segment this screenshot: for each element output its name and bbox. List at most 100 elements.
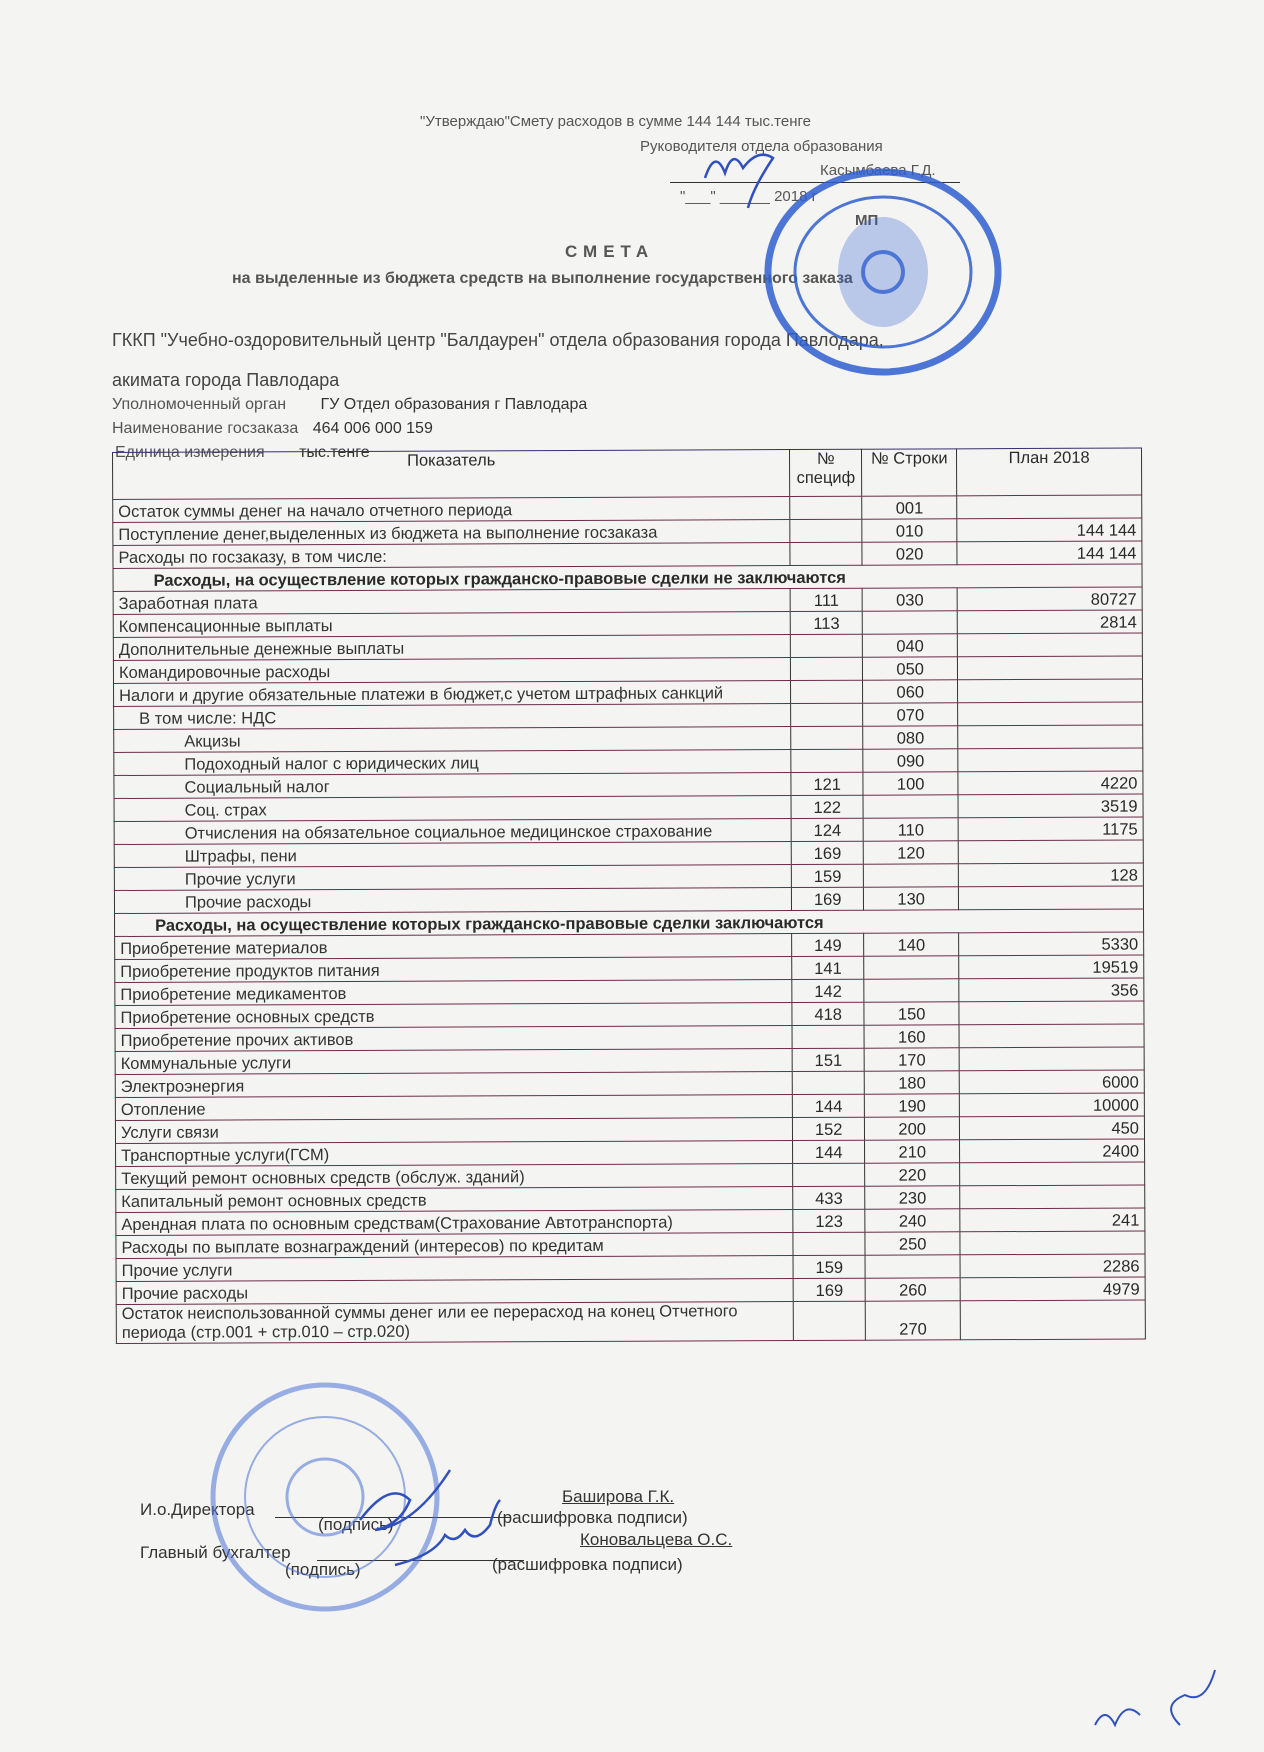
row-label: Заработная плата [113,588,791,615]
row-label: Прочие услуги [114,864,792,891]
row-spec: 151 [792,1048,865,1072]
row-plan: 2286 [960,1254,1146,1278]
row-number: 040 [862,633,958,658]
row-label: Отчисления на обязательное социальное ме… [114,818,792,845]
row-spec: 152 [792,1117,865,1141]
accountant-signature [394,1499,501,1567]
row-spec [790,726,864,750]
row-number [863,863,959,888]
row-plan: 128 [958,863,1144,887]
row-number: 210 [864,1139,960,1164]
row-plan [959,1024,1145,1048]
organization-line-1: ГККП "Учебно-оздоровительный центр "Балд… [112,330,884,350]
row-plan [956,495,1142,519]
row-plan: 356 [958,978,1144,1002]
row-label: Коммунальные услуги [115,1048,793,1075]
budget-table: Показатель № специф № Строки План 2018 О… [112,448,1146,1344]
row-spec [790,542,863,566]
row-spec [790,519,863,543]
accountant-decode-caption: (расшифровка подписи) [492,1555,683,1574]
row-plan: 4220 [958,771,1144,795]
row-plan [957,679,1143,703]
row-number: 230 [864,1185,960,1210]
director-name: Баширова Г.К. [562,1487,675,1506]
row-spec [792,1163,865,1187]
row-spec [789,496,863,520]
unit-value: тыс.тенге [299,444,370,461]
row-spec: 144 [792,1094,865,1118]
row-plan [957,725,1143,749]
header-spec: № специф [789,449,862,497]
row-spec: 159 [791,864,864,888]
row-label: Соц. страх [114,795,792,822]
row-spec: 169 [791,887,864,911]
row-number: 030 [862,587,958,612]
row-plan: 2400 [959,1139,1145,1163]
row-label: Остаток неиспользованной суммы денег или… [116,1301,794,1344]
table-row: Остаток неиспользованной суммы денег или… [116,1299,1146,1344]
row-label: Электроэнергия [115,1071,793,1098]
row-number: 120 [863,840,959,865]
row-spec [793,1232,866,1256]
row-number: 250 [865,1231,961,1256]
row-label: Расходы по выплате вознаграждений (интер… [115,1232,794,1259]
authority-value: ГУ Отдел образования г Павлодара [320,396,588,413]
row-label: Компенсационные выплаты [113,611,791,638]
row-number: 100 [863,771,959,796]
unit-row: Единица измерения тыс.тенге [115,444,370,462]
row-number: 190 [864,1093,960,1118]
row-plan [959,1047,1145,1071]
row-number: 160 [864,1024,960,1049]
row-number: 240 [865,1208,961,1233]
approval-signature-line [670,182,960,183]
authority-label: Уполномоченный орган [112,396,287,413]
row-spec [790,680,863,704]
row-plan [959,1162,1145,1186]
row-plan: 10000 [959,1093,1145,1117]
row-label: Командировочные расходы [113,657,791,684]
approval-date: "___" ______ 2018 г [680,188,818,205]
row-label: Приобретение основных средств [114,1002,793,1029]
row-label: В том числе: НДС [113,703,791,730]
row-label: Прочие расходы [116,1278,794,1305]
row-number: 260 [865,1277,961,1302]
row-label: Услуги связи [115,1117,793,1144]
page-subtitle: на выделенные из бюджета средств на выпо… [232,270,853,287]
row-number: 090 [863,748,959,773]
row-plan [958,886,1144,910]
row-number: 150 [864,1001,960,1026]
row-number [865,1254,961,1279]
unit-label: Единица измерения [115,444,265,461]
row-plan [960,1299,1146,1340]
row-label: Подоходный налог с юридических лиц [113,749,792,776]
row-number: 220 [864,1162,960,1187]
row-number: 200 [864,1116,960,1141]
row-plan [960,1231,1146,1255]
row-label: Текущий ремонт основных средств (обслуж.… [115,1163,793,1190]
order-value: 464 006 000 159 [312,420,433,437]
row-number: 060 [862,679,958,704]
row-spec: 113 [790,611,863,635]
row-number: 080 [862,725,958,750]
row-number [863,794,959,819]
row-plan [957,633,1143,657]
row-spec: 123 [793,1209,866,1233]
row-number [863,955,959,980]
row-number: 010 [862,518,958,543]
director-label: И.о.Директора [140,1500,255,1519]
row-spec: 144 [792,1140,865,1164]
row-label: Остаток суммы денег на начало отчетного … [112,496,791,523]
accountant-label: Главный бухгалтер [140,1543,291,1562]
row-spec [790,703,863,727]
row-plan: 450 [959,1116,1145,1140]
row-plan [957,656,1143,680]
row-label: Расходы по госзаказу, в том числе: [112,542,791,569]
row-spec: 142 [792,979,865,1003]
row-plan: 241 [959,1208,1145,1232]
row-spec: 433 [792,1186,866,1210]
accountant-name: Коновальцева О.С. [580,1530,733,1549]
row-plan: 19519 [958,955,1144,979]
page-title: СМЕТА [565,242,655,261]
row-plan [957,748,1143,772]
row-label: Арендная плата по основным средствам(Стр… [115,1209,794,1236]
